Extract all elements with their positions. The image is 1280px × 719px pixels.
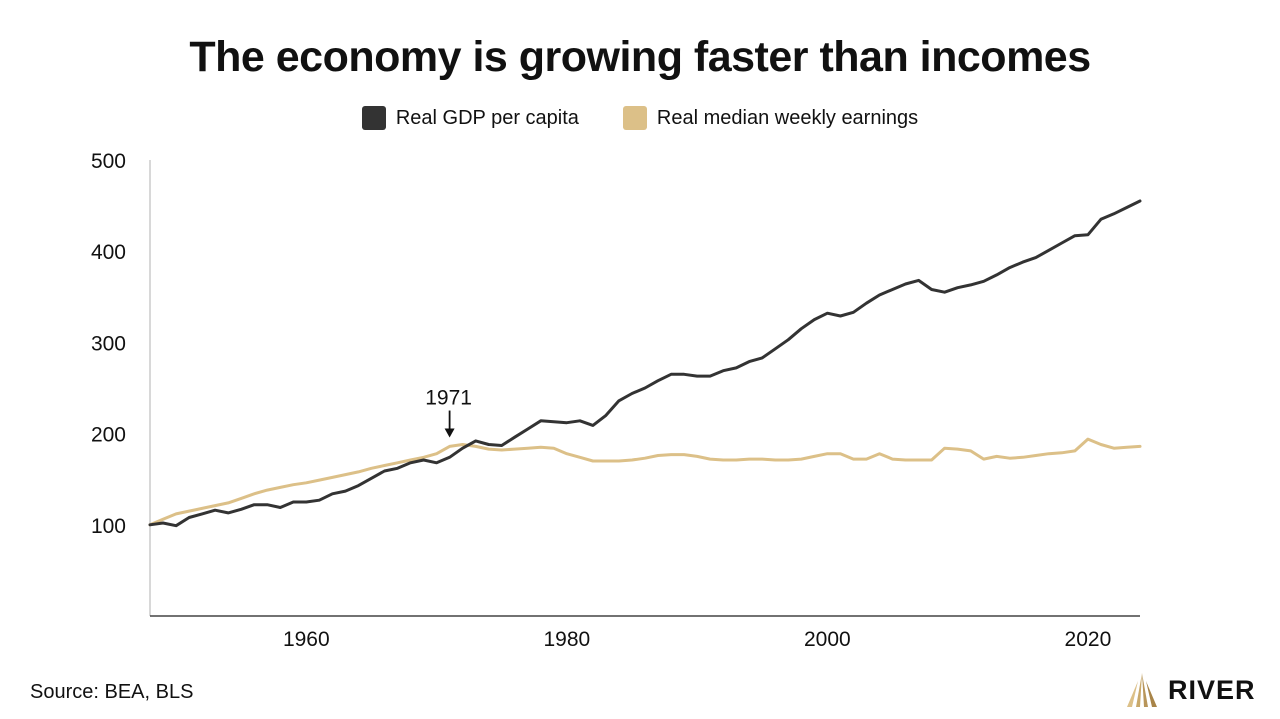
x-tick-label: 1980	[543, 628, 590, 651]
series-line-gdp	[148, 199, 1142, 528]
y-tick-label: 100	[91, 515, 126, 538]
x-tick-label: 1960	[283, 628, 330, 651]
x-tick-label: 2000	[804, 628, 851, 651]
river-wordmark: RIVER	[1168, 674, 1256, 705]
legend: Real GDP per capita Real median weekly e…	[0, 106, 1280, 130]
series-line-earnings	[148, 437, 1142, 527]
legend-swatch-gdp	[361, 106, 386, 130]
legend-item-earnings: Real median weekly earnings	[622, 106, 919, 130]
y-tick-label: 300	[91, 332, 126, 355]
annotation-arrow-head	[444, 428, 455, 438]
x-tick-label: 2020	[1065, 628, 1112, 651]
source-note: Source: BEA, BLS	[30, 681, 194, 703]
legend-label-earnings: Real median weekly earnings	[656, 106, 919, 129]
annotation-label: 1971	[425, 387, 472, 410]
chart-title: The economy is growing faster than incom…	[189, 33, 1091, 81]
legend-item-gdp: Real GDP per capita	[361, 106, 579, 130]
river-logo: RIVER	[1124, 672, 1256, 708]
river-mountain-icon	[1127, 673, 1157, 707]
y-tick-label: 400	[91, 241, 126, 264]
legend-swatch-earnings	[622, 106, 647, 130]
y-tick-label: 500	[91, 150, 126, 173]
legend-label-gdp: Real GDP per capita	[395, 106, 579, 129]
y-tick-label: 200	[91, 424, 126, 447]
